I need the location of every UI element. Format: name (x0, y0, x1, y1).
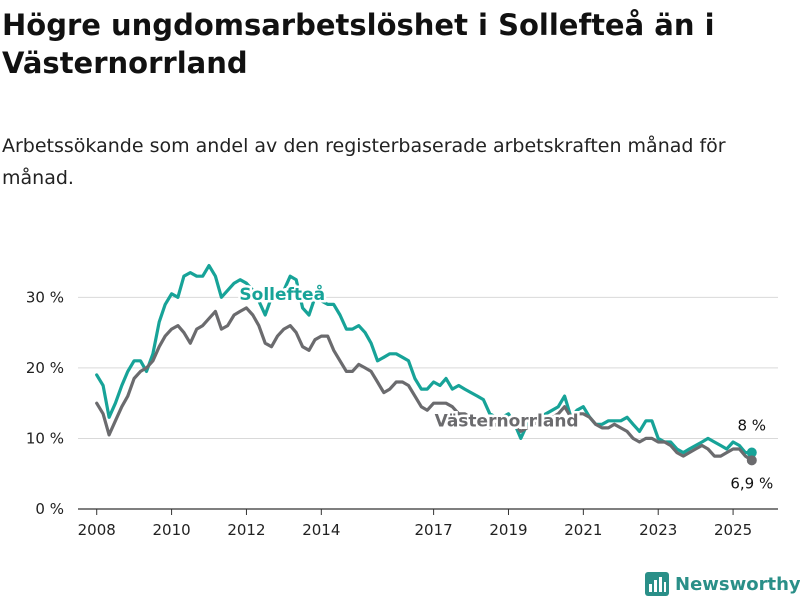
series-end-point (746, 455, 757, 466)
newsworthy-brand[interactable]: Newsworthy (645, 570, 800, 598)
series-layer (95, 264, 757, 466)
label-layer: Sollefteå Västernorrland 8 % 6,9 % (237, 281, 773, 493)
chart-subtitle: Arbetssökande som andel av den registerb… (2, 135, 726, 189)
brand-name: Newsworthy (675, 573, 800, 595)
series-end-point (746, 447, 757, 458)
y-tick-label: 30 % (26, 288, 64, 306)
axis-layer: 0 % 10 % 20 % 30 % 2008 2010 2012 2014 2017 2019 2… (26, 288, 752, 539)
x-tick-label: 2025 (714, 521, 752, 539)
grid-layer (78, 296, 778, 510)
series-line-vasternorrland (95, 306, 754, 462)
x-tick-label: 2023 (639, 521, 677, 539)
end-value-label: 8 % (738, 417, 767, 435)
series-name-label: Sollefteå (239, 283, 325, 305)
end-value-label: 6,9 % (730, 474, 773, 492)
chart-title: Högre ungdomsarbetslöshet i Sollefteå än… (2, 8, 715, 80)
x-tick-label: 2012 (227, 521, 265, 539)
series-line-solleftea (95, 264, 754, 455)
x-tick-label: 2017 (415, 521, 453, 539)
y-tick-label: 10 % (26, 429, 64, 447)
y-tick-label: 0 % (35, 500, 64, 518)
x-tick-label: 2010 (152, 521, 190, 539)
y-tick-label: 20 % (26, 359, 64, 377)
x-tick-label: 2021 (564, 521, 602, 539)
x-tick-label: 2008 (78, 521, 116, 539)
series-name-label: Västernorrland (435, 411, 579, 431)
bar-chart-logo-icon (645, 572, 669, 596)
x-tick-label: 2014 (302, 521, 340, 539)
x-tick-label: 2019 (489, 521, 527, 539)
